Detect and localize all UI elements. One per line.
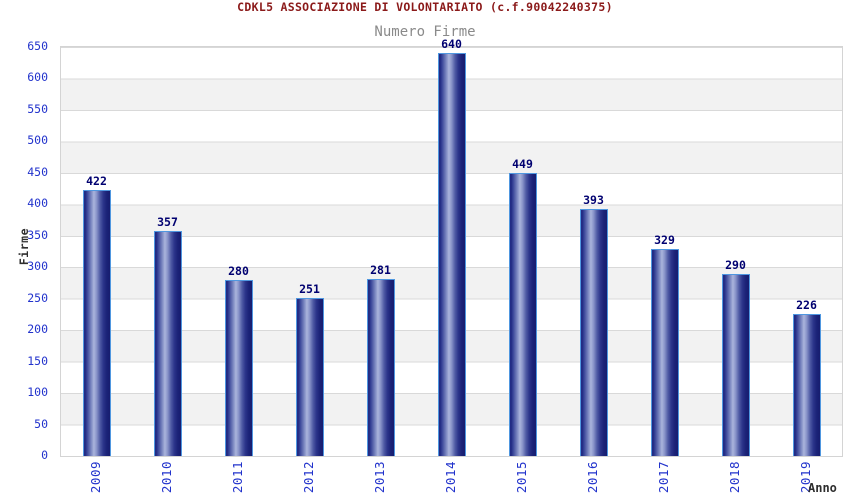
bar-slot: 640 (416, 38, 487, 456)
y-axis-label: Firme (17, 228, 31, 266)
y-tick-label: 500 (27, 133, 48, 148)
x-tick-label: 2018 (727, 461, 742, 494)
bar-value-label: 329 (654, 232, 675, 247)
bar-slot: 251 (274, 47, 345, 456)
y-tick-label: 100 (27, 385, 48, 400)
bar-value-label: 422 (86, 174, 107, 189)
chart-title: CDKL5 ASSOCIAZIONE DI VOLONTARIATO (c.f.… (237, 0, 613, 14)
bar-slot: 281 (345, 47, 416, 456)
x-tick-slot: 2018 (699, 461, 770, 499)
y-tick-label: 600 (27, 70, 48, 85)
chart-subtitle: Numero Firme (374, 24, 476, 40)
bar-slot: 422 (61, 47, 132, 456)
x-tick-label: 2011 (230, 461, 245, 494)
bar-value-label: 251 (299, 282, 320, 297)
x-tick-label: 2015 (514, 461, 529, 494)
bar-slot: 393 (558, 47, 629, 456)
x-tick-slot: 2016 (557, 461, 628, 499)
bar-2017 (650, 248, 679, 456)
bars-container: 422 357 280 251 281 640 449 393 329 290 226 (61, 38, 842, 456)
x-tick-slot: 2010 (131, 461, 202, 499)
x-axis-label: Anno (808, 481, 837, 495)
x-tick-label: 2017 (656, 461, 671, 494)
x-tick-label: 2016 (585, 461, 600, 494)
x-tick-label: 2014 (443, 461, 458, 494)
bar-slot: 449 (487, 47, 558, 456)
x-tick-slot: 2009 (60, 461, 131, 499)
bar-slot: 280 (203, 47, 274, 456)
bar-value-label: 226 (796, 297, 817, 312)
x-tick-slot: 2014 (415, 461, 486, 499)
y-tick-label: 450 (27, 164, 48, 179)
bar-value-label: 281 (370, 263, 391, 278)
y-tick-label: 350 (27, 227, 48, 242)
bar-2010 (153, 231, 182, 456)
y-tick-label: 50 (34, 416, 48, 431)
x-tick-slot: 2017 (628, 461, 699, 499)
y-tick-label: 400 (27, 196, 48, 211)
bar-2018 (721, 273, 750, 456)
bar-2019 (792, 313, 821, 456)
bar-slot: 329 (629, 47, 700, 456)
bar-slot: 290 (700, 47, 771, 456)
y-tick-label: 150 (27, 353, 48, 368)
y-tick-label: 250 (27, 290, 48, 305)
bar-value-label: 290 (725, 257, 746, 272)
x-tick-slot: 2015 (486, 461, 557, 499)
bar-value-label: 280 (228, 263, 249, 278)
y-tick-label: 0 (41, 448, 48, 462)
bar-2014 (437, 53, 466, 456)
bar-slot: 357 (132, 47, 203, 456)
x-tick-slot: 2013 (344, 461, 415, 499)
y-axis-tick-container: 0 50 100 150 200 250 300 350 400 450 500 550 600 650 (0, 0, 52, 500)
x-tick-label: 2010 (159, 461, 174, 494)
bar-2016 (579, 208, 608, 456)
bar-value-label: 640 (441, 37, 462, 52)
bar-2009 (82, 190, 111, 456)
bar-2013 (366, 279, 395, 456)
x-tick-label: 2013 (372, 461, 387, 494)
bar-value-label: 449 (512, 157, 533, 172)
y-tick-label: 300 (27, 259, 48, 274)
bar-2011 (224, 279, 253, 456)
x-tick-slot: 2012 (273, 461, 344, 499)
x-axis-tick-container: 2009 2010 2011 2012 2013 2014 2015 2016 2017 2018… (60, 461, 841, 499)
x-tick-label: 2009 (88, 461, 103, 494)
plot-area: 422 357 280 251 281 640 449 393 329 290 226 (60, 38, 843, 457)
y-tick-label: 200 (27, 322, 48, 337)
bar-2015 (508, 173, 537, 456)
bar-value-label: 357 (157, 215, 178, 230)
bar-slot: 226 (771, 47, 842, 456)
x-tick-slot: 2011 (202, 461, 273, 499)
y-tick-label: 550 (27, 101, 48, 116)
bar-2012 (295, 298, 324, 456)
y-tick-label: 650 (27, 39, 48, 53)
bar-value-label: 393 (583, 192, 604, 207)
x-tick-label: 2012 (301, 461, 316, 494)
